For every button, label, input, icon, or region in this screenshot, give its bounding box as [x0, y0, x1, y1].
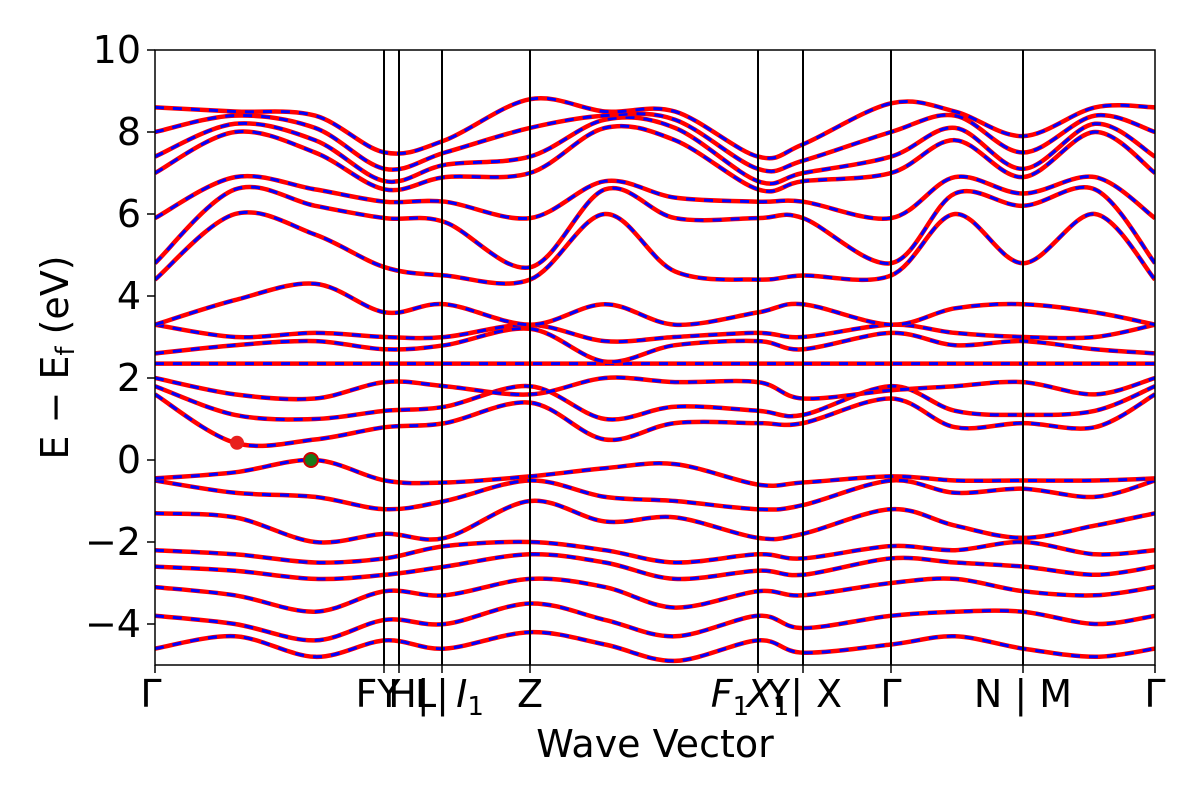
markers-layer	[230, 435, 319, 468]
band-line-15	[155, 210, 1155, 286]
band-line-dashed-2	[155, 577, 1155, 614]
y-axis-title: E − Ef (eV)	[33, 255, 81, 459]
band-line-dashed-4	[155, 540, 1155, 565]
band-line-dashed-19	[155, 115, 1155, 186]
k-point-label-9: X	[816, 672, 842, 716]
band-line-dashed-5	[155, 499, 1155, 544]
y-tick-label-1: 8	[117, 110, 141, 154]
plot-frame	[154, 49, 1156, 666]
k-point-label-12: Γ	[1144, 672, 1165, 716]
band-line-2	[155, 576, 1155, 614]
band-line-dashed-12	[155, 327, 1155, 364]
band-line-16	[155, 184, 1155, 270]
k-point-label-4: I1	[456, 672, 484, 722]
k-point-label-10: Γ	[880, 672, 901, 716]
band-line-dashed-8	[155, 393, 1155, 448]
y-tick-label-4: 2	[117, 356, 141, 400]
k-point-label-0: Γ	[140, 672, 161, 716]
k-point-label-8: Y|	[766, 672, 803, 717]
k-point-label-3: L|	[415, 672, 449, 717]
band-line-dashed-18	[155, 124, 1155, 193]
band-line-dashed-14	[155, 281, 1155, 327]
bands-layer	[155, 96, 1155, 664]
y-tick-label-3: 4	[117, 274, 141, 318]
y-axis-title-main: E − E	[33, 356, 77, 460]
band-edge-marker-1	[303, 452, 319, 468]
band-line-dashed-21	[155, 96, 1155, 160]
y-tick-label-6: −2	[85, 520, 141, 564]
band-line-5	[155, 498, 1155, 545]
band-line-dashed-10	[155, 376, 1155, 401]
k-point-label-11: N | M	[974, 672, 1072, 717]
band-line-dashed-6	[155, 478, 1155, 512]
band-line-0	[155, 629, 1155, 664]
band-line-dashed-3	[155, 552, 1155, 581]
y-axis-ticks: 10 8 6 4 2 0 −2 −4	[85, 28, 155, 646]
y-axis-title-unit: (eV)	[33, 255, 77, 346]
k-point-label-5: Z	[517, 672, 543, 716]
band-line-17	[155, 173, 1155, 221]
band-line-dashed-7	[155, 458, 1155, 488]
k-point-label-2: H|	[388, 672, 429, 717]
band-edge-marker-0	[230, 435, 244, 450]
y-tick-label-0: 10	[93, 28, 141, 72]
k-point-label-7: X1	[745, 672, 790, 722]
y-tick-label-7: −4	[85, 602, 141, 646]
band-line-dashed-17	[155, 174, 1155, 221]
band-line-14	[155, 281, 1155, 328]
band-line-dashed-15	[155, 210, 1155, 286]
band-line-dashed-9	[155, 384, 1155, 422]
k-point-divider-lines	[383, 50, 1024, 665]
band-line-9	[155, 383, 1155, 422]
band-line-dashed-20	[155, 112, 1155, 173]
k-point-label-1: FY	[355, 672, 401, 716]
band-line-4	[155, 539, 1155, 565]
band-line-1	[155, 601, 1155, 643]
band-line-dashed-13	[155, 323, 1155, 344]
y-tick-label-2: 6	[117, 192, 141, 236]
k-point-label-6: F1	[711, 672, 749, 722]
y-axis-title-subscript: f	[51, 346, 81, 356]
y-tick-label-5: 0	[117, 438, 141, 482]
x-axis-title: Wave Vector	[536, 722, 774, 766]
